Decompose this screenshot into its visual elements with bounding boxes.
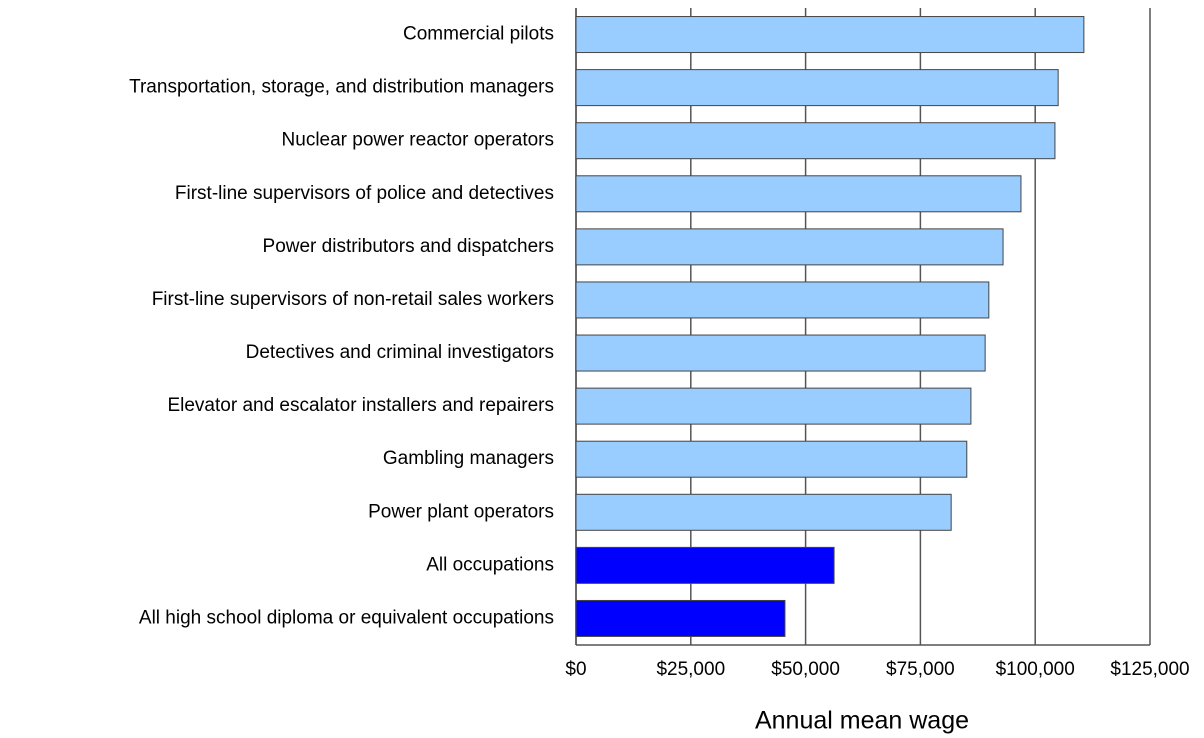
bar [575,281,990,319]
bar [575,493,952,531]
y-tick-label: First-line supervisors of non-retail sal… [152,289,554,310]
bar [575,16,1085,54]
x-axis-label: Annual mean wage [755,707,969,735]
bar [575,122,1056,160]
bar [575,334,986,372]
y-tick-label: Detectives and criminal investigators [246,342,554,363]
x-tick-label: $50,000 [771,659,840,680]
bar [575,440,968,478]
x-tick-label: $75,000 [886,659,955,680]
y-tick-label: Commercial pilots [403,24,554,45]
y-tick-label: Gambling managers [383,448,554,469]
bar [575,387,972,425]
y-tick-label: Elevator and escalator installers and re… [167,395,554,416]
x-tick-label: $125,000 [1110,659,1189,680]
y-tick-label: Power plant operators [368,501,554,522]
y-tick-label: Nuclear power reactor operators [282,130,554,151]
bar [575,546,835,584]
bar [575,175,1022,213]
y-tick-label: All occupations [426,554,554,575]
y-tick-label: Transportation, storage, and distributio… [129,77,554,98]
y-tick-label: Power distributors and dispatchers [263,236,554,257]
bar [575,228,1004,266]
y-tick-label: All high school diploma or equivalent oc… [139,607,554,628]
x-tick-label: $0 [565,659,586,680]
y-tick-label: First-line supervisors of police and det… [175,183,554,204]
bar [575,69,1059,107]
x-tick-label: $25,000 [656,659,725,680]
bar [575,599,786,637]
x-tick-label: $100,000 [996,659,1075,680]
